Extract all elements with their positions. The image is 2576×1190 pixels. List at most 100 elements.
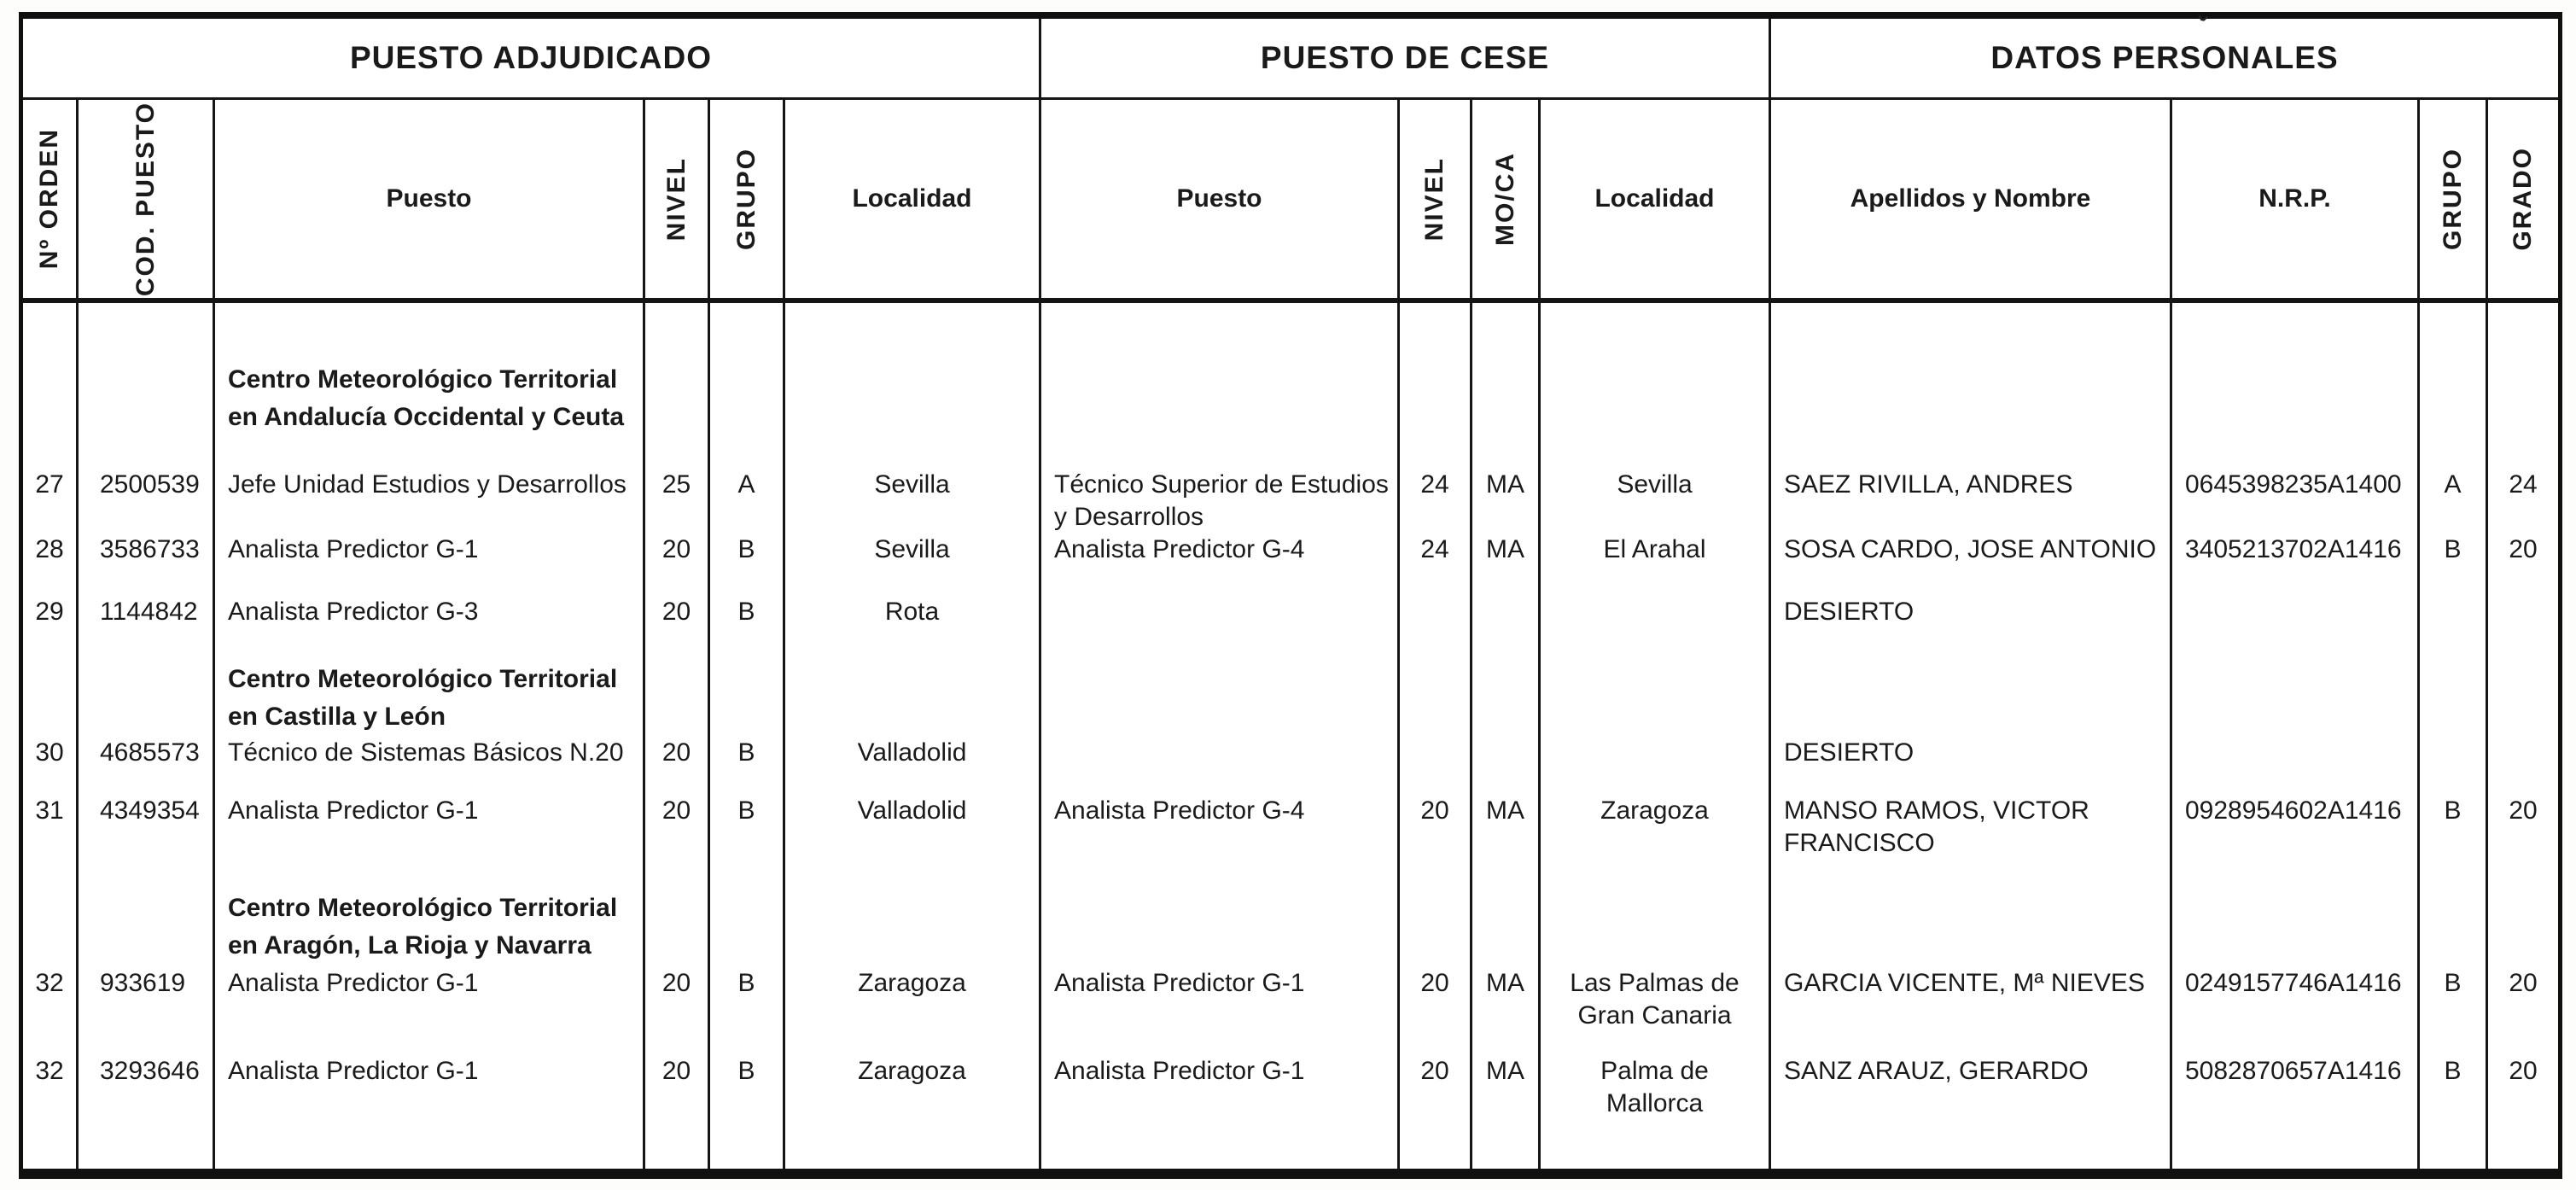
cell-cese-localidad [1541, 736, 1771, 769]
empty-cell [23, 860, 79, 965]
cell-localidad: Zaragoza [785, 965, 1041, 1032]
cell-orden: 31 [23, 769, 79, 860]
cell-nrp: 5082870657A1416 [2172, 1032, 2420, 1120]
empty-cell [79, 628, 215, 736]
empty-cell [1400, 628, 1472, 736]
cell-cese-puesto: Analista Predictor G-4 [1041, 534, 1400, 566]
cell-cese-localidad: El Arahal [1541, 534, 1771, 566]
col-header-label: MO/CA [1490, 152, 1519, 246]
cell-cese-localidad: Zaragoza [1541, 769, 1771, 860]
cell-moca: MA [1472, 769, 1541, 860]
cell-moca [1472, 566, 1541, 628]
cell-cese-nivel: 20 [1400, 1032, 1472, 1120]
cell-nrp: 0249157746A1416 [2172, 965, 2420, 1032]
col-header-label: NIVEL [661, 156, 691, 242]
col-header-dp-grupo: GRUPO [2420, 100, 2488, 298]
cell-cod-puesto: 3586733 [79, 534, 215, 566]
section-row: Centro Meteorológico Territorial en Cast… [23, 628, 2558, 736]
cell-localidad: Rota [785, 566, 1041, 628]
table-row: 32 3293646 Analista Predictor G-1 20 B Z… [23, 1032, 2558, 1120]
cell-cese-nivel: 24 [1400, 534, 1472, 566]
cell-apellidos: GARCIA VICENTE, Mª NIEVES [1771, 965, 2172, 1032]
col-header-n-orden: Nº ORDEN [23, 100, 79, 298]
empty-cell [1041, 628, 1400, 736]
cell-nrp: 0928954602A1416 [2172, 769, 2420, 860]
empty-cell [1400, 860, 1472, 965]
cell-puesto: Analista Predictor G-1 [215, 534, 645, 566]
cell-cod-puesto: 2500539 [79, 436, 215, 534]
cell-cese-nivel [1400, 736, 1472, 769]
cell-grado: 20 [2509, 1057, 2538, 1085]
cell-puesto: Analista Predictor G-1 [215, 965, 645, 1032]
empty-cell [2488, 1120, 2558, 1169]
empty-cell [785, 1120, 1041, 1169]
cell-apellidos: SOSA CARDO, JOSE ANTONIO [1771, 534, 2172, 566]
col-header-label: COD. PUESTO [131, 101, 160, 297]
empty-cell [1541, 1120, 1771, 1169]
cell-cese-nivel: 24 [1400, 436, 1472, 534]
cell-grupo: B [710, 736, 785, 769]
empty-cell [79, 1120, 215, 1169]
group-header-band: PUESTO ADJUDICADO PUESTO DE CESE DATOS P… [23, 11, 2558, 100]
cell-apellidos: SANZ ARAUZ, GERARDO [1771, 1032, 2172, 1120]
cell-apellidos: DESIERTO [1771, 736, 2172, 769]
cell-nrp [2172, 566, 2420, 628]
empty-cell [215, 1120, 645, 1169]
empty-cell [1541, 303, 1771, 436]
cell-dp-grupo [2420, 736, 2488, 769]
empty-cell [645, 628, 710, 736]
section-row: Centro Meteorológico Territorial en Anda… [23, 303, 2558, 436]
cell-puesto: Analista Predictor G-3 [215, 566, 645, 628]
cell-moca: MA [1472, 1032, 1541, 1120]
col-header-cod-puesto: COD. PUESTO [79, 100, 215, 298]
cell-cese-puesto: Analista Predictor G-1 [1041, 1032, 1400, 1120]
cell-dp-grupo: B [2420, 769, 2488, 860]
cell-orden: 30 [23, 736, 79, 769]
cell-moca: MA [1472, 534, 1541, 566]
empty-cell [1472, 303, 1541, 436]
cell-grupo: B [710, 1032, 785, 1120]
cell-nivel: 20 [645, 1032, 710, 1120]
col-header-label: GRUPO [2438, 147, 2467, 250]
empty-cell [1400, 303, 1472, 436]
empty-cell [1041, 860, 1400, 965]
cell-orden: 32 [23, 1032, 79, 1120]
cell-cese-localidad: Las Palmas de Gran Canaria [1541, 965, 1771, 1032]
cell-orden: 27 [23, 436, 79, 534]
cell-puesto: Jefe Unidad Estudios y Desarrollos [215, 436, 645, 534]
table-row: 31 4349354 Analista Predictor G-1 20 B V… [23, 769, 2558, 860]
table-row: 28 3586733 Analista Predictor G-1 20 B S… [23, 534, 2558, 566]
empty-cell [1041, 303, 1400, 436]
section-title: Centro Meteorológico Territorial en Anda… [215, 303, 645, 436]
empty-cell [645, 860, 710, 965]
column-header-band: Nº ORDEN COD. PUESTO Puesto NIVEL GRUPO … [23, 100, 2558, 303]
empty-cell [1771, 860, 2172, 965]
cell-grupo: B [710, 534, 785, 566]
col-header-label: Nº ORDEN [35, 128, 63, 270]
col-header-apellidos: Apellidos y Nombre [1771, 100, 2172, 298]
empty-cell [79, 860, 215, 965]
empty-cell [23, 1120, 79, 1169]
group-header-datos-personales: DATOS PERSONALES ˇ [1771, 11, 2558, 97]
cell-apellidos: SAEZ RIVILLA, ANDRES [1771, 436, 2172, 534]
cell-grado: 20 [2509, 969, 2538, 997]
section-row: Centro Meteorológico Territorial en Arag… [23, 860, 2558, 965]
cell-grado: 24 [2509, 470, 2538, 499]
cell-cod-puesto: 3293646 [79, 1032, 215, 1120]
cell-moca: MA [1472, 436, 1541, 534]
cell-grado: 20 [2509, 796, 2538, 825]
cell-cese-localidad [1541, 566, 1771, 628]
col-header-label: NIVEL [1420, 156, 1448, 242]
cell-cese-puesto: Técnico Superior de Estudios y Desarroll… [1041, 436, 1400, 534]
cell-nrp [2172, 736, 2420, 769]
empty-cell [1541, 860, 1771, 965]
cell-cese-puesto [1041, 566, 1400, 628]
empty-cell [645, 303, 710, 436]
cell-localidad: Sevilla [785, 436, 1041, 534]
cell-orden: 32 [23, 965, 79, 1032]
col-header-localidad: Localidad [785, 100, 1041, 298]
cell-nivel: 20 [645, 769, 710, 860]
cell-nrp: 3405213702A1416 [2172, 534, 2420, 566]
cell-dp-grupo: A [2420, 436, 2488, 534]
empty-cell [1472, 860, 1541, 965]
